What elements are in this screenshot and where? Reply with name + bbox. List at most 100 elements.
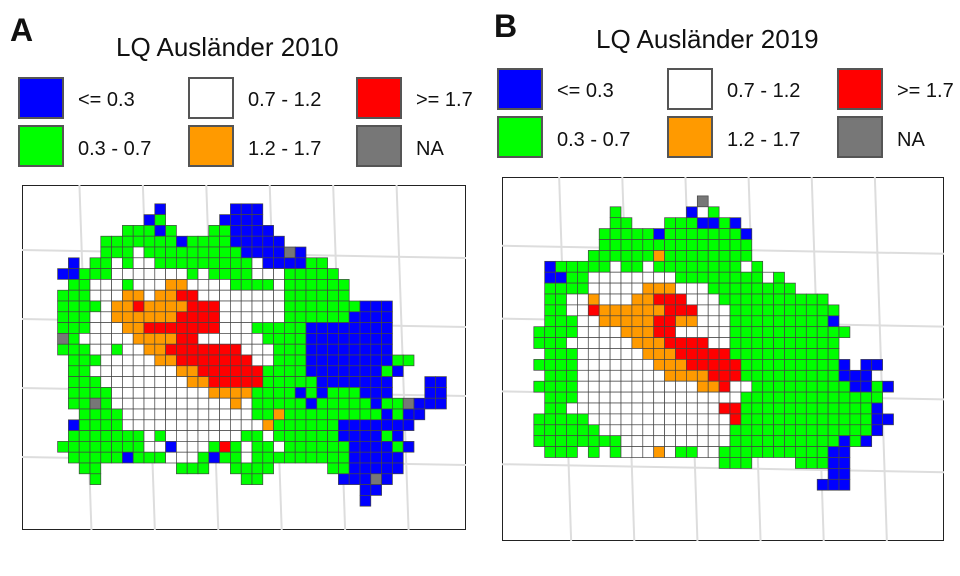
- map-cell-mid-high: [686, 315, 698, 328]
- map-cell-mid-low: [208, 268, 220, 280]
- map-cell-mid-low: [795, 304, 807, 317]
- map-cell-mid-low: [305, 311, 318, 323]
- map-cell-high: [176, 333, 188, 345]
- map-cell-mid: [251, 419, 264, 431]
- map-cell-mid: [165, 365, 177, 377]
- map-cell-mid-low: [729, 348, 742, 360]
- map-cell-mid: [696, 282, 709, 295]
- map-cell-mid: [609, 380, 622, 393]
- map-cell-mid: [696, 446, 709, 458]
- map-cell-mid: [609, 337, 622, 349]
- map-cell-mid-low: [729, 457, 742, 469]
- map-cell-mid-low: [718, 293, 731, 306]
- map-cell-mid-low: [273, 365, 285, 377]
- map-cell-mid-low: [381, 397, 393, 410]
- map-cell-mid: [631, 424, 644, 437]
- map-cell-na: [402, 397, 415, 410]
- map-cell-mid-low: [718, 250, 731, 262]
- map-cell-mid-high: [165, 289, 177, 302]
- map-cell-mid: [89, 365, 102, 377]
- map-cell-mid-low: [729, 260, 742, 273]
- map-cell-high: [219, 354, 231, 367]
- map-cell-mid: [208, 430, 220, 442]
- map-cell-mid: [696, 326, 709, 338]
- map-cell-mid-low: [631, 260, 644, 273]
- map-cell-mid-low: [784, 293, 796, 306]
- map-cell-mid-high: [208, 387, 220, 399]
- map-cell-mid-low: [555, 435, 567, 447]
- map-cell-mid: [675, 326, 687, 338]
- map-cell-mid-low: [240, 462, 253, 475]
- map-cell-mid-high: [609, 304, 622, 317]
- map-cell-high: [186, 300, 199, 313]
- map-cell-mid-low: [718, 228, 731, 240]
- map-cell-mid-low: [154, 430, 166, 442]
- map-cell-mid-low: [327, 387, 339, 399]
- map-cell-mid-low: [696, 260, 709, 273]
- map-cell-mid: [587, 369, 600, 382]
- map-cell-mid-low: [707, 250, 720, 262]
- map-cell-low: [849, 380, 862, 393]
- map-cell-mid-low: [78, 430, 91, 442]
- map-cell-mid-low: [762, 413, 774, 426]
- map-cell-mid: [707, 391, 720, 404]
- map-cell-mid-low: [262, 387, 274, 399]
- map-cell-mid-low: [240, 473, 253, 485]
- map-cell-mid-low: [316, 397, 328, 410]
- legend-label: 1.2 - 1.7: [248, 138, 322, 160]
- map-cell-mid: [132, 343, 145, 356]
- map-cell-mid-low: [533, 413, 546, 426]
- map-cell-mid-low: [533, 380, 546, 393]
- map-cell-low: [860, 369, 873, 382]
- map-cell-low: [348, 354, 361, 367]
- map-cell-mid-low: [68, 289, 80, 302]
- map-cell-low: [327, 365, 339, 377]
- map-cell-mid-low: [165, 246, 177, 259]
- map-cell-mid-low: [816, 369, 829, 382]
- map-cell-mid-low: [305, 279, 318, 291]
- map-cell-low: [381, 408, 393, 421]
- map-cell-mid-low: [707, 260, 720, 273]
- map-cell-mid-low: [327, 300, 339, 313]
- map-cell-mid: [89, 279, 102, 291]
- legend-label: NA: [897, 129, 925, 151]
- map-cell-mid-low: [816, 359, 829, 371]
- map-cell-mid: [642, 435, 655, 447]
- map-cell-mid-low: [860, 413, 873, 426]
- map-cell-mid-low: [566, 391, 578, 404]
- map-cell-mid: [219, 430, 231, 442]
- map-cell-mid-low: [686, 446, 698, 458]
- map-cell-mid-low: [154, 451, 166, 464]
- map-cell-mid-low: [795, 348, 807, 360]
- map-cell-mid-low: [327, 311, 339, 323]
- map-cell-mid-low: [305, 257, 318, 269]
- map-cell-mid: [620, 413, 633, 426]
- map-cell-low: [838, 435, 851, 447]
- map-cell-mid: [620, 446, 633, 458]
- map-cell-low: [240, 235, 253, 248]
- map-cell-high: [208, 343, 220, 356]
- map-cell-mid: [230, 430, 242, 442]
- map-cell-mid-high: [642, 282, 655, 295]
- map-cell-mid-low: [230, 441, 242, 453]
- map-cell-mid-low: [284, 387, 296, 399]
- map-cell-low: [305, 333, 318, 345]
- map-cell-mid-low: [68, 300, 80, 313]
- map-cell-mid: [696, 402, 709, 415]
- map-cell-mid-low: [816, 457, 829, 469]
- legend-label: 0.3 - 0.7: [78, 138, 152, 160]
- map-cell-high: [587, 304, 600, 317]
- map-cell-mid: [653, 424, 665, 437]
- map-cell-mid: [598, 359, 611, 371]
- map-cell-low: [435, 376, 447, 388]
- map-cell-mid: [230, 289, 242, 302]
- map-cell-mid: [620, 380, 633, 393]
- map-cell-low: [827, 478, 840, 491]
- map-cell-mid-low: [566, 359, 578, 371]
- map-cell-mid: [165, 397, 177, 410]
- map-cell-mid: [143, 387, 156, 399]
- map-cell-mid-low: [555, 446, 567, 458]
- map-cell-mid-low: [294, 408, 307, 421]
- map-cell-mid: [631, 402, 644, 415]
- map-cell-mid-low: [675, 260, 687, 273]
